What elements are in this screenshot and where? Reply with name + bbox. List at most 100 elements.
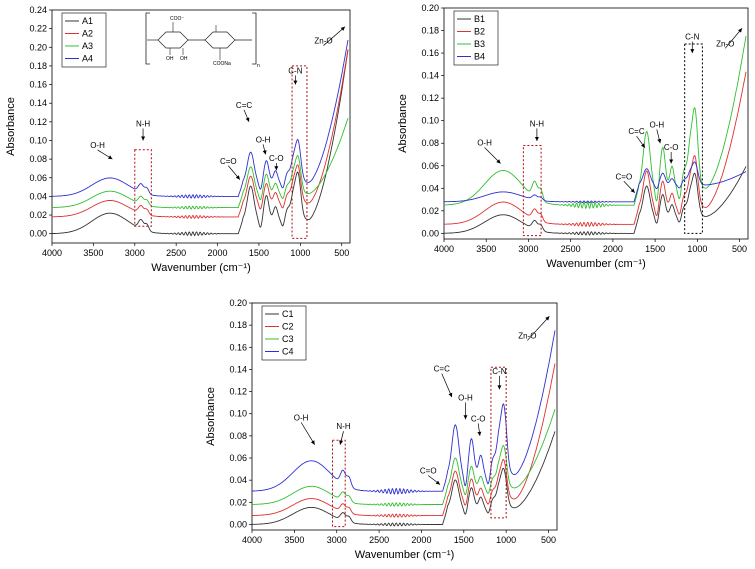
y-tick-label-B-0: 0.00	[421, 228, 439, 238]
highlight-box-C-0	[331, 439, 346, 528]
structure-coo-label: COO⁻	[170, 16, 184, 22]
annotation-label-B-1: N-H	[530, 119, 544, 128]
y-tick-label-B-1: 0.02	[421, 206, 439, 216]
y-tick-label-B-10: 0.20	[421, 3, 439, 13]
y-tick-label-C-3: 0.06	[229, 453, 247, 463]
annotation-label-C-6: C-N	[492, 367, 506, 376]
annotation-arrowhead-C-1	[339, 440, 343, 445]
y-axis-label-B: Absorbance	[397, 94, 409, 153]
annotation-arrowhead-A-3	[245, 117, 250, 122]
plot-frame-A	[51, 9, 351, 244]
annotation-label-C-0: O-H	[294, 413, 309, 422]
x-tick-label-C-4: 2000	[411, 535, 431, 545]
y-tick-label-A-7: 0.14	[29, 98, 47, 108]
chart-B: 4000 3500 3000 2500 2000 1500 1000 500 0.00 0.02 0…	[397, 3, 749, 270]
y-tick-label-C-9: 0.18	[229, 320, 247, 330]
annotation-arrowhead-C-0	[310, 440, 315, 445]
y-tick-label-C-2: 0.04	[229, 475, 247, 485]
annotation-label-B-7: Zn-O	[716, 39, 734, 48]
x-tick-label-A-2: 3000	[125, 248, 145, 258]
annotation-arrowhead-C-4	[463, 415, 468, 420]
x-axis-label-A: Wavenumber (cm⁻¹)	[151, 262, 251, 274]
series-line-C4	[251, 330, 556, 496]
y-tick-label-B-3: 0.06	[421, 161, 439, 171]
annotation-label-C-4: O-H	[458, 393, 473, 402]
legend-label-A3: A3	[82, 41, 93, 51]
series-line-A2	[52, 49, 349, 220]
series-line-C3	[252, 409, 556, 507]
x-tick-label-B-7: 500	[732, 244, 747, 254]
annotation-arrowhead-B-3	[641, 143, 645, 148]
annotation-label-B-3: C=C	[628, 127, 644, 136]
y-tick-label-A-9: 0.18	[29, 61, 47, 71]
annotation-arrowhead-C-5	[477, 431, 482, 436]
y-tick-label-A-1: 0.02	[29, 210, 47, 220]
annotation-label-A-2: C=O	[220, 157, 237, 166]
series-line-B1	[444, 166, 747, 236]
annotation-label-C-1: N-H	[336, 422, 350, 431]
annotation-label-B-0: O-H	[477, 138, 492, 147]
x-tick-label-B-5: 1500	[645, 244, 665, 254]
annotation-label-B-4: O-H	[649, 120, 664, 129]
series-line-A1	[51, 49, 349, 237]
annotation-label-A-4: O-H	[256, 135, 271, 144]
legend-label-B4: B4	[474, 52, 485, 62]
legend-label-C1: C1	[282, 309, 294, 319]
y-tick-label-B-4: 0.08	[421, 138, 439, 148]
annotation-arrowhead-B-7	[738, 28, 743, 33]
series-line-C1	[251, 431, 556, 527]
highlight-box-B-0	[522, 144, 542, 237]
y-tick-label-A-4: 0.08	[29, 154, 47, 164]
legend-label-B2: B2	[474, 27, 485, 37]
x-axis-label-B: Wavenumber (cm⁻¹)	[546, 258, 646, 270]
annotation-label-A-7: Zn-O	[314, 37, 332, 46]
y-tick-label-B-8: 0.16	[421, 48, 439, 58]
annotation-arrowhead-A-6	[293, 80, 298, 85]
annotation-label-A-1: N-H	[136, 120, 150, 129]
annotation-arrowhead-A-0	[108, 155, 113, 160]
y-tick-label-A-10: 0.20	[29, 42, 47, 52]
alginate-structure: COO⁻ OH OH COONa n	[145, 12, 260, 69]
y-tick-label-B-7: 0.14	[421, 71, 439, 81]
annotation-label-C-3: C=C	[434, 365, 450, 374]
y-tick-label-B-9: 0.18	[421, 26, 439, 36]
x-tick-label-C-5: 1500	[454, 535, 474, 545]
x-axis-label-C: Wavenumber (cm⁻¹)	[355, 549, 455, 561]
x-tick-label-A-3: 2500	[166, 248, 186, 258]
legend-label-C4: C4	[282, 347, 294, 357]
x-tick-label-B-4: 2000	[603, 244, 623, 254]
annotation-arrowhead-B-0	[496, 159, 501, 164]
legend-label-C3: C3	[282, 334, 294, 344]
y-tick-label-A-11: 0.22	[29, 24, 47, 34]
x-tick-label-A-5: 1500	[249, 248, 269, 258]
annotation-arrowhead-A-5	[274, 166, 279, 171]
legend-label-A4: A4	[82, 54, 93, 64]
x-tick-label-C-0: 4000	[242, 535, 262, 545]
y-tick-label-A-12: 0.24	[29, 5, 47, 15]
legend-label-A2: A2	[82, 29, 93, 39]
annotation-arrowhead-A-2	[235, 175, 240, 180]
y-tick-label-C-1: 0.02	[229, 497, 247, 507]
annotation-arrowhead-B-1	[534, 137, 539, 141]
x-tick-label-C-1: 3500	[284, 535, 304, 545]
y-tick-label-C-4: 0.08	[229, 431, 247, 441]
highlight-box-A-1	[291, 65, 308, 239]
structure-oh-label-1: OH	[166, 56, 174, 62]
x-tick-label-C-3: 2500	[369, 535, 389, 545]
annotation-arrowhead-A-1	[141, 136, 146, 141]
annotation-label-A-5: C-O	[269, 154, 284, 163]
annotation-arrowhead-B-6	[690, 49, 695, 54]
annotation-arrowhead-B-2	[630, 188, 635, 193]
chart-C: 4000 3500 3000 2500 2000 1500 1000 500 0.00 0.02 0…	[205, 298, 558, 561]
x-tick-label-A-7: 500	[334, 248, 349, 258]
y-tick-label-A-2: 0.04	[29, 191, 47, 201]
y-axis-label-C: Absorbance	[205, 387, 217, 446]
y-tick-label-C-5: 0.10	[229, 409, 247, 419]
y-tick-label-C-0: 0.00	[229, 519, 247, 529]
y-tick-label-A-5: 0.10	[29, 135, 47, 145]
y-tick-label-C-8: 0.16	[229, 342, 247, 352]
annotation-arrow-C-7	[527, 316, 550, 341]
highlight-box-B-1	[684, 43, 703, 234]
y-tick-label-A-6: 0.12	[29, 117, 47, 127]
